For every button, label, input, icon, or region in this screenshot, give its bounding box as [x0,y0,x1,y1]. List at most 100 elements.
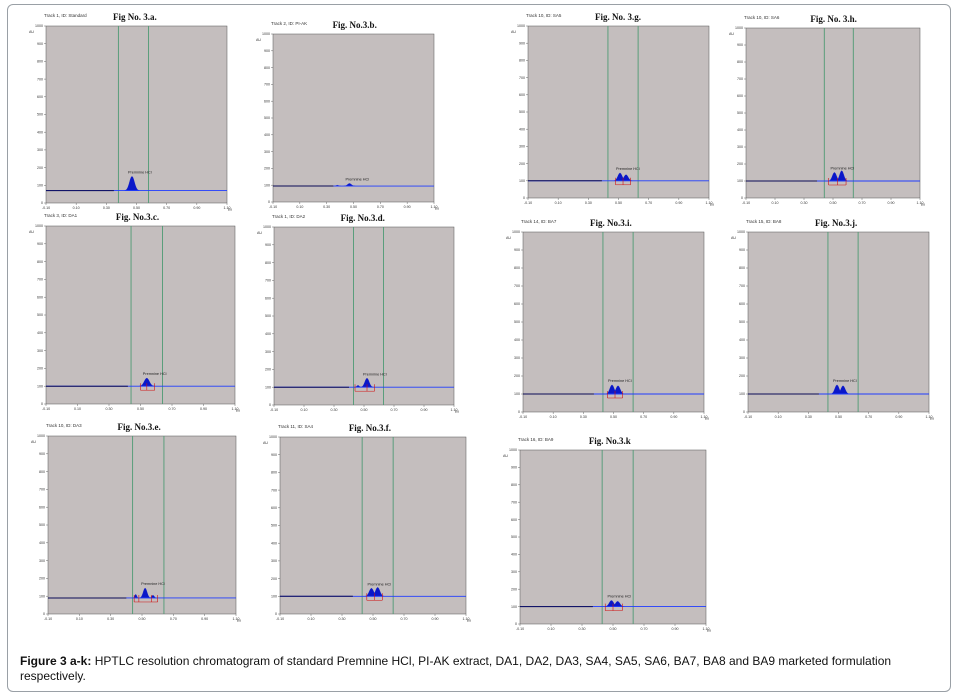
track-label: Track 1, ID: DA2 [272,214,306,219]
y-tick-label: 600 [37,95,43,99]
figure-caption: Figure 3 a-k: HPTLC resolution chromatog… [20,654,945,684]
x-tick-label: 0.70 [169,407,176,411]
y-tick-label: 0 [275,612,277,616]
y-tick-label: 800 [271,471,277,475]
x-tick-label: 0.30 [103,206,110,210]
y-tick-label: 1000 [509,448,517,452]
panel-title: Fig No. 3.a. [113,12,157,22]
chromatogram-svg: Track 10, ID: SA5 Fig. No. 3.g.AURf100090… [511,12,714,207]
y-tick-label: 100 [37,384,43,388]
x-tick-label: 0.10 [73,206,80,210]
x-tick-label: 0.10 [296,205,303,209]
x-tick-label: 0.30 [801,201,808,205]
x-tick-label: 0.10 [550,415,557,419]
x-tick-label: 0.50 [615,201,622,205]
chromatogram-svg: Track 1, ID: DA2 Fig. No.3.d.AURf10009008… [257,213,459,414]
peak-area [139,377,155,387]
panel-title: Fig. No.3.d. [341,213,385,223]
x-tick-label: 0.50 [350,205,357,209]
chromatogram-svg: Track 2, ID: PI-AK Fig. No.3.b.AURf100090… [256,20,439,211]
x-tick-label: 0.30 [585,201,592,205]
plot-area [272,33,435,203]
x-tick-label: 0.90 [675,201,682,205]
y-tick-label: 400 [737,128,743,132]
peak-label: Premnine HCl [616,167,640,171]
y-tick-label: 800 [37,260,43,264]
y-tick-label: 600 [519,93,525,97]
x-tick-label: 0.30 [107,617,114,621]
x-tick-label: -0.10 [42,206,50,210]
y-tick-label: 1000 [263,225,271,229]
y-tick-label: 400 [511,553,517,557]
x-tick-label: 1.10 [706,201,713,205]
y-tick-label: 1000 [735,26,743,30]
y-tick-label: 700 [37,278,43,282]
y-tick-label: 500 [37,113,43,117]
x-tick-label: 0.70 [859,201,866,205]
y-tick-label: 0 [43,612,45,616]
y-tick-label: 500 [511,535,517,539]
y-tick-label: 600 [37,295,43,299]
y-unit-label: AU [731,236,736,240]
panel-title: Fig. No.3.c. [116,212,159,222]
y-tick-label: 0 [269,403,271,407]
x-tick-label: 0.70 [640,415,647,419]
x-tick-label: 0.50 [361,408,368,412]
x-tick-label: 0.10 [301,408,308,412]
y-tick-label: 300 [37,349,43,353]
y-tick-label: 0 [515,622,517,626]
y-tick-label: 300 [519,145,525,149]
y-tick-label: 900 [739,248,745,252]
y-tick-label: 1000 [35,24,43,28]
x-tick-label: 1.10 [463,617,470,621]
x-tick-label: 0.70 [170,617,177,621]
peak-area [124,176,140,191]
chromatogram-f: Track 11, ID: SA4 Fig. No.3.f. AU Rf 1000 900… [262,423,472,628]
y-tick-label: 500 [265,314,271,318]
chromatogram-h: Track 10, ID: SA6 Fig. No. 3.h. AU Rf 1000 90… [728,14,926,212]
y-tick-label: 800 [264,66,270,70]
x-tick-label: 0.30 [805,415,812,419]
y-tick-label: 400 [739,338,745,342]
x-unit-label: Rf [236,409,240,413]
plot-area [273,226,455,406]
x-tick-label: 0.90 [888,201,895,205]
x-tick-label: -0.10 [269,205,277,209]
y-tick-label: 100 [264,183,270,187]
y-unit-label: AU [31,440,36,444]
chromatogram-a: Track 1, ID: Standard Fig No. 3.a. AU Rf 100… [28,12,233,217]
x-tick-label: -0.10 [270,408,278,412]
x-tick-label: -0.10 [516,627,524,631]
peak-area [139,587,151,599]
peak-area [360,378,374,388]
x-tick-label: 0.10 [772,201,779,205]
x-tick-label: 1.10 [431,205,438,209]
x-tick-label: 0.70 [641,627,648,631]
y-tick-label: 200 [37,367,43,371]
y-tick-label: 600 [737,94,743,98]
y-tick-label: 1000 [35,224,43,228]
chromatogram-svg: Track 14, ID: BA7 Fig. No.3.i.AURf1000900… [506,218,709,421]
x-tick-label: 0.30 [579,627,586,631]
x-tick-label: 0.90 [193,206,200,210]
x-tick-label: 0.50 [610,415,617,419]
x-tick-label: -0.10 [44,617,52,621]
x-tick-label: 0.30 [580,415,587,419]
y-tick-label: 100 [271,595,277,599]
y-unit-label: AU [29,230,34,234]
y-tick-label: 200 [37,166,43,170]
peak-label: Premnine HCl [367,582,391,586]
plot-area [519,449,707,625]
y-tick-label: 600 [739,302,745,306]
y-tick-label: 700 [265,279,271,283]
y-tick-label: 900 [264,49,270,53]
y-tick-label: 600 [39,505,45,509]
y-tick-label: 700 [271,488,277,492]
panel-title: Fig. No.3.f. [349,423,391,433]
y-tick-label: 700 [264,83,270,87]
x-tick-label: 0.90 [432,617,439,621]
y-tick-label: 300 [271,559,277,563]
x-tick-label: 0.50 [137,407,144,411]
y-tick-label: 400 [265,332,271,336]
y-tick-label: 800 [519,59,525,63]
